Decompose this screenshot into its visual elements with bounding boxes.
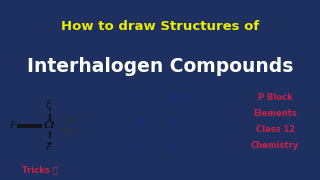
Text: Chemistry: Chemistry <box>251 141 299 150</box>
Text: $ClF_3$  ,  $BrF_3$: $ClF_3$ , $BrF_3$ <box>130 91 190 105</box>
Text: F: F <box>45 100 51 109</box>
Text: Interhalogen Compounds: Interhalogen Compounds <box>27 57 293 76</box>
Text: Cl: Cl <box>44 122 55 130</box>
Text: $ICl_2^-$  ,  $ICl_4^-$: $ICl_2^-$ , $ICl_4^-$ <box>129 141 191 156</box>
Text: Class 12: Class 12 <box>256 125 295 134</box>
Text: Elements: Elements <box>253 109 297 118</box>
Text: F: F <box>9 122 15 130</box>
Text: P Block: P Block <box>258 93 292 102</box>
Text: $IF_5$  ,  $IF_7$: $IF_5$ , $IF_7$ <box>137 116 183 130</box>
Text: How to draw Structures of: How to draw Structures of <box>61 20 259 33</box>
Text: Tricks 🔥: Tricks 🔥 <box>22 166 58 175</box>
Text: F: F <box>45 143 51 152</box>
